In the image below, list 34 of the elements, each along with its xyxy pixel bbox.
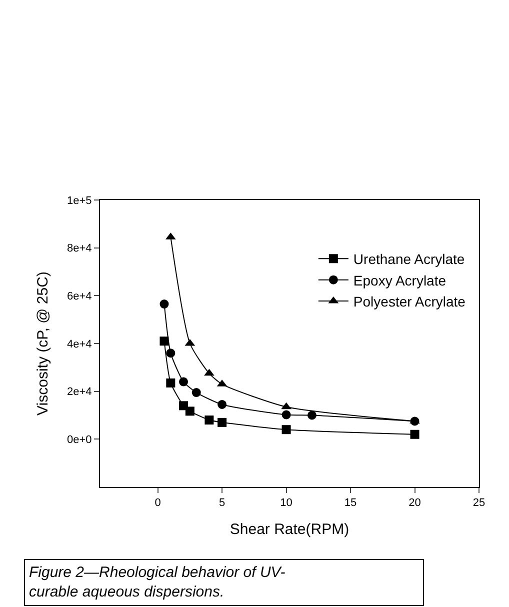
point — [218, 400, 227, 409]
point — [281, 402, 292, 410]
legend-label: Polyester Acrylate — [353, 294, 466, 310]
x-tick-label: 5 — [218, 497, 226, 510]
y-tick-label: 0e+0 — [67, 434, 92, 446]
y-tick-label: 6e+4 — [67, 290, 92, 303]
point — [204, 368, 214, 376]
x-tick-label: 25 — [472, 497, 486, 510]
point — [179, 377, 188, 386]
legend-label: Urethane Acrylate — [353, 251, 465, 268]
point — [410, 430, 420, 439]
y-tick-label: 1e+5 — [67, 194, 92, 207]
point — [166, 378, 176, 388]
y-tick-label: 4e+4 — [67, 338, 92, 350]
point — [160, 300, 169, 309]
y-tick-label: 2e+4 — [67, 386, 92, 398]
point — [204, 416, 214, 425]
point — [185, 406, 194, 416]
caption: Figure 2—Rheological behavior of UV-curable aqueous dispersions. — [29, 564, 286, 600]
point — [160, 336, 169, 346]
y-axis-title: Viscosity (cP, @ 25C) — [34, 272, 52, 416]
x-tick-label: 15 — [344, 497, 357, 510]
legend-label: Epoxy Acrylate — [353, 272, 446, 288]
x-tick-label: 20 — [408, 497, 421, 510]
x-tick-label: 10 — [280, 497, 292, 510]
y-tick-label: 8e+4 — [67, 242, 92, 255]
point — [307, 410, 316, 420]
point — [166, 348, 176, 358]
point — [218, 418, 227, 427]
point — [192, 388, 201, 398]
point — [282, 425, 291, 434]
x-tick-label: 0 — [154, 497, 161, 510]
x-axis-title: Shear Rate(RPM) — [230, 521, 350, 538]
point — [282, 410, 291, 420]
